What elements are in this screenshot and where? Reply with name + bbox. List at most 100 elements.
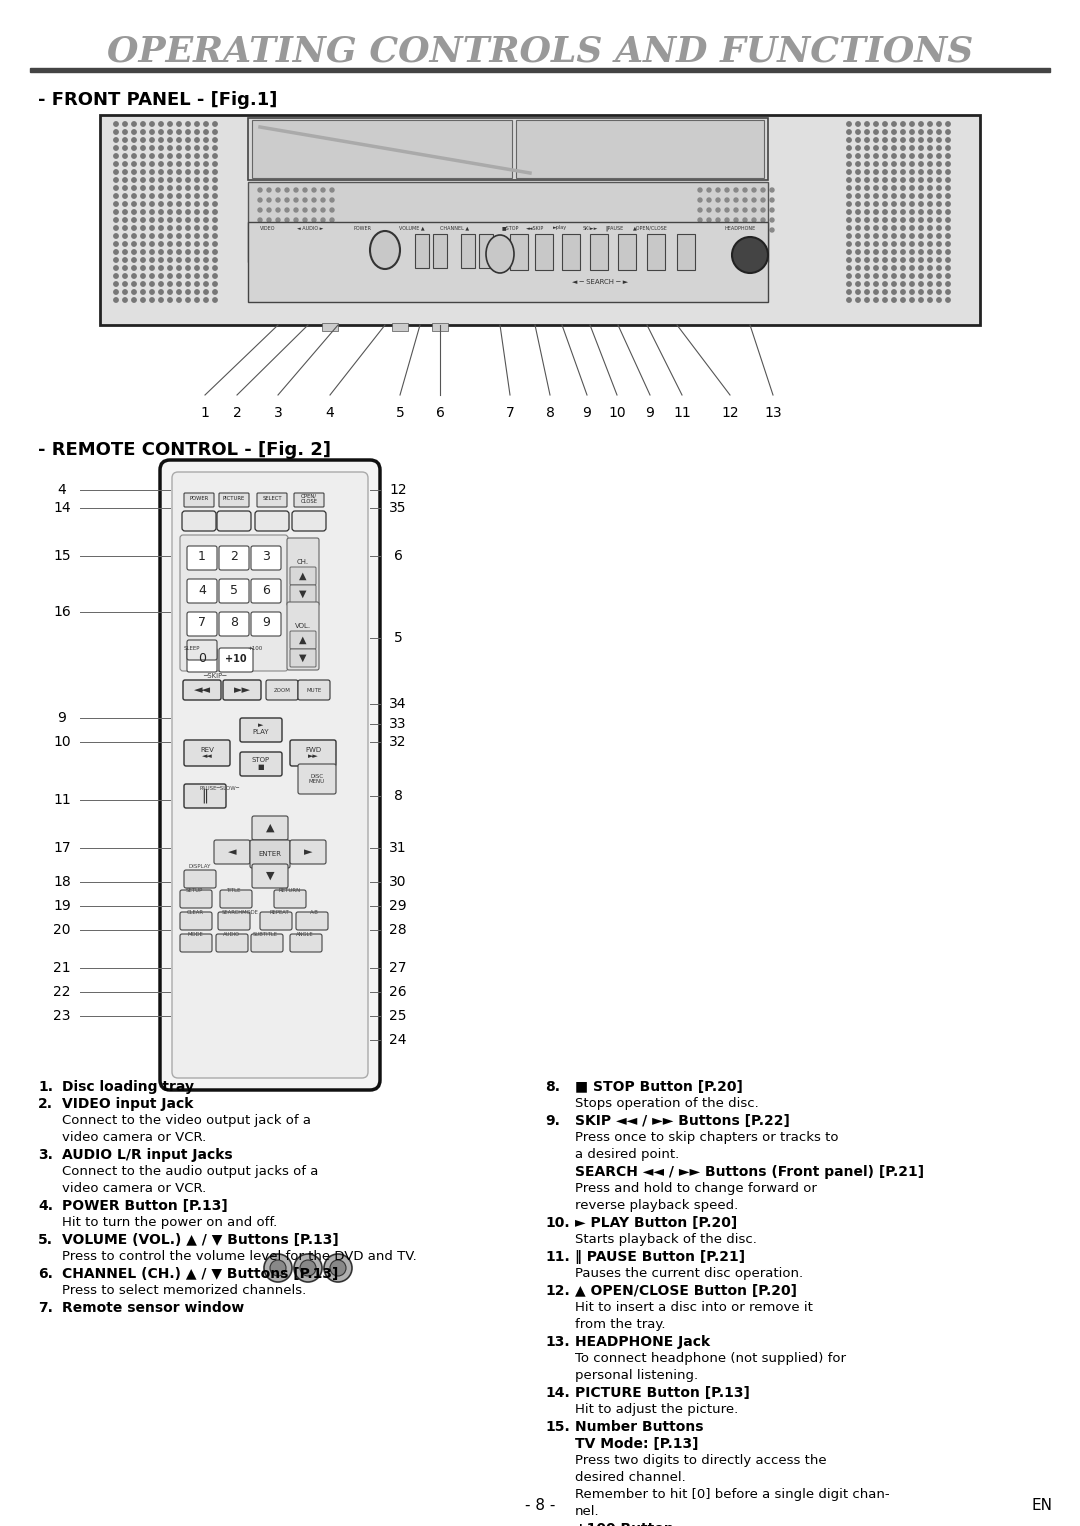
Circle shape [204, 290, 208, 295]
Text: Remember to hit [0] before a single digit chan-: Remember to hit [0] before a single digi… [575, 1488, 890, 1502]
Circle shape [140, 169, 145, 174]
Circle shape [140, 209, 145, 214]
Text: ►play: ►play [553, 226, 567, 230]
Circle shape [167, 290, 172, 295]
Circle shape [865, 290, 869, 295]
Text: DISC
MENU: DISC MENU [309, 774, 325, 784]
Text: OPERATING CONTROLS AND FUNCTIONS: OPERATING CONTROLS AND FUNCTIONS [107, 35, 973, 69]
Text: ‖: ‖ [202, 789, 208, 803]
Circle shape [194, 130, 199, 134]
Circle shape [159, 233, 163, 238]
Circle shape [150, 154, 154, 159]
Text: CH.: CH. [297, 559, 309, 565]
Circle shape [928, 186, 932, 191]
Circle shape [874, 218, 878, 223]
Circle shape [123, 169, 127, 174]
Circle shape [874, 266, 878, 270]
Circle shape [123, 130, 127, 134]
Text: 9: 9 [582, 406, 592, 420]
Circle shape [132, 250, 136, 255]
Circle shape [204, 273, 208, 278]
Circle shape [892, 266, 896, 270]
Circle shape [855, 218, 860, 223]
Text: HEADPHONE Jack: HEADPHONE Jack [575, 1335, 711, 1349]
Text: VIDEO input Jack: VIDEO input Jack [62, 1097, 193, 1111]
Text: ‖PAUSE: ‖PAUSE [606, 226, 624, 230]
Circle shape [150, 226, 154, 230]
FancyBboxPatch shape [187, 612, 217, 636]
Circle shape [909, 273, 914, 278]
Text: A-B: A-B [310, 909, 319, 914]
Text: 5: 5 [230, 583, 238, 597]
Circle shape [919, 137, 923, 142]
Circle shape [194, 226, 199, 230]
Circle shape [732, 237, 768, 273]
Text: STOP
■: STOP ■ [252, 757, 270, 771]
Circle shape [186, 169, 190, 174]
Circle shape [213, 186, 217, 191]
Circle shape [167, 162, 172, 166]
Circle shape [919, 162, 923, 166]
Circle shape [928, 226, 932, 230]
Text: 2: 2 [232, 406, 241, 420]
Circle shape [321, 218, 325, 221]
Circle shape [150, 218, 154, 223]
Circle shape [303, 218, 307, 221]
Text: PAUSE─SLOW─: PAUSE─SLOW─ [200, 786, 240, 790]
FancyBboxPatch shape [298, 765, 336, 794]
Circle shape [865, 162, 869, 166]
Text: 8: 8 [393, 789, 403, 803]
Text: 24: 24 [389, 1033, 407, 1047]
Text: ▲: ▲ [299, 635, 307, 645]
Text: TV Mode: [P.13]: TV Mode: [P.13] [575, 1437, 699, 1451]
FancyBboxPatch shape [291, 630, 316, 649]
Circle shape [186, 273, 190, 278]
Ellipse shape [370, 230, 400, 269]
Circle shape [167, 137, 172, 142]
Circle shape [159, 130, 163, 134]
Circle shape [167, 122, 172, 127]
Text: 4: 4 [57, 484, 66, 497]
Circle shape [901, 162, 905, 166]
Circle shape [204, 233, 208, 238]
Circle shape [177, 162, 181, 166]
Circle shape [847, 186, 851, 191]
Circle shape [936, 186, 941, 191]
Circle shape [204, 154, 208, 159]
Circle shape [855, 146, 860, 150]
Circle shape [909, 298, 914, 302]
Circle shape [892, 209, 896, 214]
Circle shape [167, 273, 172, 278]
Circle shape [847, 209, 851, 214]
Circle shape [132, 169, 136, 174]
Circle shape [946, 137, 950, 142]
Circle shape [132, 233, 136, 238]
Circle shape [194, 273, 199, 278]
Circle shape [167, 186, 172, 191]
Circle shape [901, 282, 905, 287]
Circle shape [204, 282, 208, 287]
Circle shape [874, 241, 878, 246]
Circle shape [177, 137, 181, 142]
Circle shape [855, 169, 860, 174]
Circle shape [946, 130, 950, 134]
Circle shape [725, 208, 729, 212]
Circle shape [194, 179, 199, 182]
Circle shape [194, 266, 199, 270]
Circle shape [294, 218, 298, 221]
Circle shape [132, 194, 136, 198]
Circle shape [752, 208, 756, 212]
Circle shape [901, 258, 905, 262]
Text: video camera or VCR.: video camera or VCR. [62, 1131, 206, 1144]
Circle shape [167, 298, 172, 302]
Circle shape [132, 130, 136, 134]
Circle shape [186, 162, 190, 166]
Circle shape [928, 241, 932, 246]
Circle shape [874, 273, 878, 278]
Text: DISPLAY: DISPLAY [189, 864, 212, 868]
Circle shape [194, 233, 199, 238]
Circle shape [123, 241, 127, 246]
Circle shape [909, 226, 914, 230]
Text: 19: 19 [53, 899, 71, 913]
Circle shape [874, 162, 878, 166]
